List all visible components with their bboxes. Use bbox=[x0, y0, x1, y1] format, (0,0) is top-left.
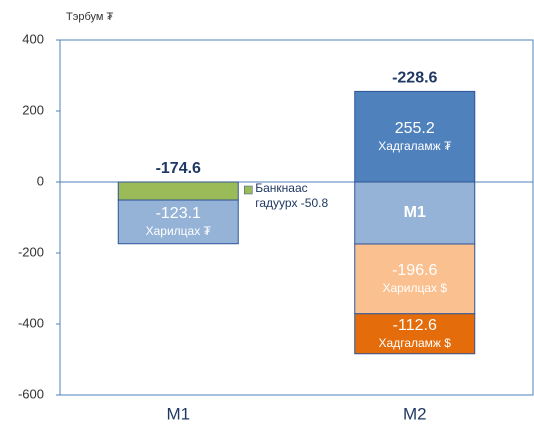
segment-label-text: Банкнаас гадуурх -50.8 bbox=[255, 181, 347, 211]
series-name: Харилцах ₮ bbox=[146, 224, 212, 238]
y-tick-label: -600 bbox=[18, 386, 44, 401]
segment-label: Банкнаас гадуурх -50.8 bbox=[255, 181, 347, 211]
bar-segment bbox=[354, 90, 476, 183]
y-tick-label: -400 bbox=[18, 315, 44, 330]
value-label: 255.2 bbox=[395, 120, 435, 137]
x-tick-label: M2 bbox=[403, 404, 427, 423]
series-name: Хадгаламж $ bbox=[379, 336, 452, 350]
x-tick-label: M1 bbox=[166, 404, 190, 423]
total-label: -174.6 bbox=[156, 160, 201, 177]
bar-segment bbox=[117, 199, 239, 245]
total-label: -228.6 bbox=[392, 70, 437, 87]
y-tick-label: 400 bbox=[22, 31, 44, 46]
value-label: -50.8 bbox=[300, 196, 329, 211]
plot-frame bbox=[59, 39, 534, 396]
series-name: Банкнаас гадуурх bbox=[255, 181, 308, 211]
series-name: Хадгаламж ₮ bbox=[378, 139, 452, 153]
series-name: Харилцах $ bbox=[382, 281, 447, 295]
bar-segment bbox=[354, 243, 476, 315]
label-swatch bbox=[244, 185, 253, 195]
bar-segment bbox=[354, 313, 476, 355]
value-label: -112.6 bbox=[393, 317, 437, 334]
unit-label: Тэрбум ₮ bbox=[66, 11, 114, 23]
value-label: -196.6 bbox=[392, 262, 437, 279]
bar-segment bbox=[117, 181, 239, 201]
bar-segment bbox=[354, 181, 476, 245]
y-tick-label: 200 bbox=[22, 102, 44, 117]
y-tick-label: 0 bbox=[37, 173, 44, 188]
series-name: M1 bbox=[404, 204, 426, 221]
y-tick-label: -200 bbox=[18, 244, 44, 259]
value-label: -123.1 bbox=[156, 205, 201, 222]
